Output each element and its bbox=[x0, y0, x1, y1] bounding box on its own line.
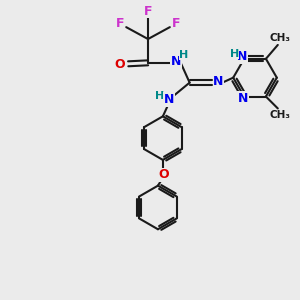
Text: H: H bbox=[155, 91, 164, 100]
Text: N: N bbox=[237, 50, 247, 63]
Text: O: O bbox=[159, 168, 169, 181]
Text: N: N bbox=[213, 75, 224, 88]
Text: F: F bbox=[172, 17, 180, 30]
Text: N: N bbox=[238, 92, 248, 105]
Text: N: N bbox=[171, 55, 181, 68]
Text: CH₃: CH₃ bbox=[269, 33, 290, 43]
Text: O: O bbox=[114, 58, 124, 71]
Text: H: H bbox=[179, 50, 188, 60]
Text: H: H bbox=[230, 49, 239, 59]
Text: F: F bbox=[116, 17, 124, 30]
Text: N: N bbox=[164, 93, 174, 106]
Text: F: F bbox=[144, 5, 152, 18]
Text: CH₃: CH₃ bbox=[269, 110, 290, 120]
